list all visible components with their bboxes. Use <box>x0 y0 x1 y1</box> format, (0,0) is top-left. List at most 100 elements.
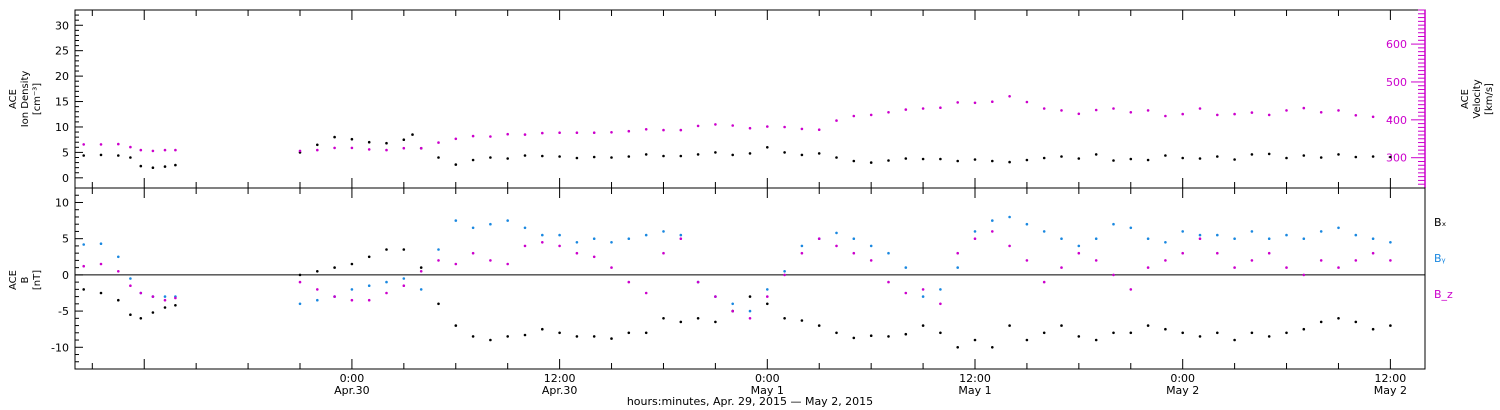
by-point <box>1302 237 1306 240</box>
bx-point <box>869 334 873 338</box>
bz-point <box>731 309 734 313</box>
by-point <box>523 226 527 230</box>
bx-point <box>1025 338 1029 342</box>
by-point <box>1077 244 1081 248</box>
bz-point <box>1319 259 1323 262</box>
bx-point <box>1337 317 1340 320</box>
bx-point <box>1354 320 1358 324</box>
velocity-point <box>800 127 804 131</box>
velocity-point <box>489 135 492 138</box>
bz-point <box>129 284 132 288</box>
plasma-ticks: 0 5 10 15 20 25 30 300 400 500 600 <box>55 9 1426 188</box>
density-point <box>783 151 786 154</box>
by-point <box>904 266 908 269</box>
velocity-point <box>644 128 648 131</box>
bz-point <box>139 291 143 295</box>
velocity-point <box>1164 114 1167 118</box>
velocity-point <box>1198 107 1202 110</box>
by-point <box>887 251 890 255</box>
bx-point <box>1216 331 1219 335</box>
density-point <box>117 154 120 157</box>
plasma-panel-frame <box>74 9 1426 189</box>
bz-point <box>869 259 873 262</box>
bz-point <box>350 298 354 302</box>
bx-point <box>333 266 336 269</box>
bx-point <box>991 346 994 349</box>
density-point <box>1025 158 1029 162</box>
velocity-point <box>523 133 527 136</box>
bz-point <box>1181 251 1184 255</box>
velocity-point <box>385 148 388 152</box>
by-point <box>367 284 371 288</box>
bz-point <box>558 244 561 248</box>
density-point <box>82 154 85 157</box>
density-point <box>887 159 890 162</box>
x-tick-time: 12:00 <box>959 372 991 385</box>
x-tick-time: 0:00 <box>1170 372 1195 385</box>
by-point <box>610 241 613 244</box>
bx-point <box>117 298 120 302</box>
bz-point <box>1129 288 1133 291</box>
bx-point <box>1077 335 1081 338</box>
velocity-point <box>350 146 354 150</box>
by-point <box>1267 237 1271 240</box>
bx-point <box>1302 327 1306 331</box>
bx-point <box>921 324 925 327</box>
bz-point <box>419 270 423 273</box>
density-point <box>129 156 132 159</box>
bz-point <box>151 295 155 298</box>
by-point <box>1094 237 1098 240</box>
by-point <box>1250 230 1254 233</box>
bz-point <box>1354 259 1358 262</box>
density-point <box>411 133 414 136</box>
bx-point <box>350 262 354 266</box>
by-point <box>627 237 631 240</box>
density-point <box>316 143 319 147</box>
bz-point <box>662 251 665 255</box>
magnetic-panel: -10 -5 0 5 10 ACE B [nT] Bₓ Bᵧ B_z <box>8 187 1453 370</box>
density-point <box>939 157 942 161</box>
by-point <box>869 244 873 248</box>
b-tick-label: 10 <box>55 196 69 209</box>
by-point <box>921 295 925 298</box>
velocity-point <box>887 111 890 114</box>
b-axis-label-3: [nT] <box>32 270 43 290</box>
velocity-point <box>1285 109 1288 112</box>
bx-point <box>575 335 579 338</box>
density-point <box>523 154 527 157</box>
bz-point <box>575 251 579 255</box>
bx-point <box>99 291 103 295</box>
velocity-axis-label-1: ACE <box>1460 89 1471 109</box>
density-point <box>174 163 177 167</box>
velocity-point <box>1025 100 1029 104</box>
by-point <box>1233 237 1236 240</box>
x-tick-time: 0:00 <box>755 372 780 385</box>
x-tick-date: May 1 <box>751 384 784 397</box>
velocity-tick-label: 500 <box>1386 76 1407 89</box>
velocity-point <box>696 124 700 128</box>
bz-point <box>1216 251 1219 255</box>
velocity-point <box>163 148 167 152</box>
by-point <box>1181 230 1184 233</box>
bx-point <box>835 331 838 335</box>
bz-point <box>956 251 959 255</box>
bx-point <box>887 335 890 338</box>
density-axis-label-3: [cm⁻³] <box>32 83 43 115</box>
bx-point <box>1181 331 1184 335</box>
bz-point <box>696 280 700 284</box>
density-point <box>1060 155 1063 158</box>
velocity-point <box>117 142 120 146</box>
bz-point <box>627 280 631 284</box>
velocity-point <box>575 131 579 134</box>
density-point <box>1250 153 1254 156</box>
bx-point <box>82 288 85 291</box>
density-point <box>367 140 371 144</box>
bx-point <box>129 313 132 317</box>
magnetic-panel-frame <box>74 187 1426 370</box>
velocity-point <box>99 143 103 146</box>
velocity-point <box>471 134 475 138</box>
bx-point <box>817 324 821 327</box>
bz-point <box>454 262 458 266</box>
b-tick-label: 0 <box>62 269 69 282</box>
bx-point <box>437 302 440 306</box>
